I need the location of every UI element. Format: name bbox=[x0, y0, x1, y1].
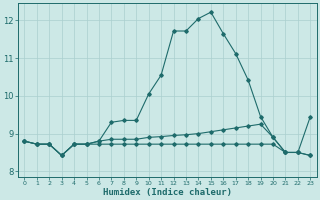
X-axis label: Humidex (Indice chaleur): Humidex (Indice chaleur) bbox=[103, 188, 232, 197]
